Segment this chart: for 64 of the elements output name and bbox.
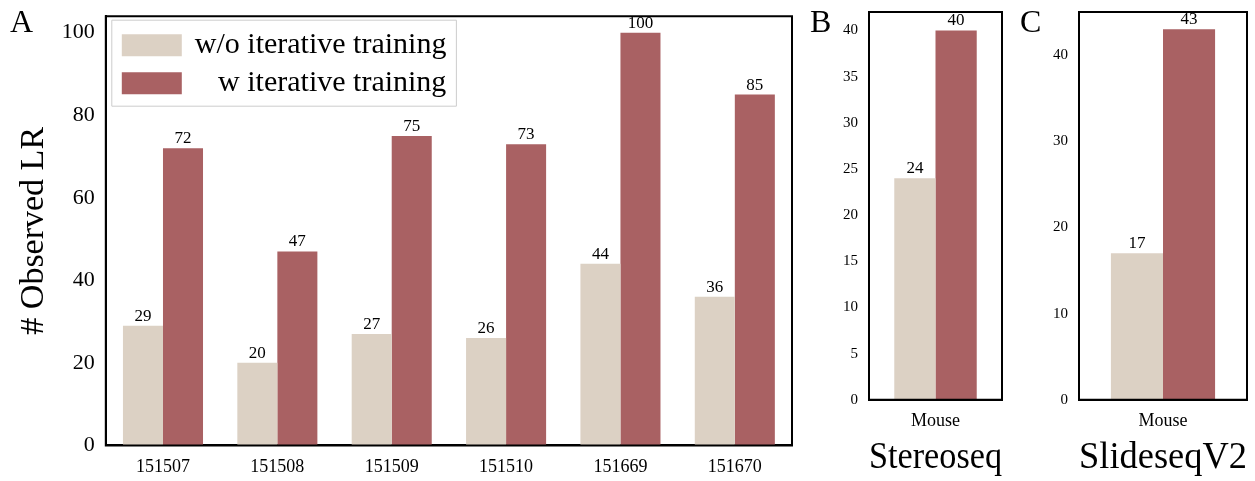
y-tick-label: 0 (1060, 390, 1068, 407)
data-label: 85 (746, 74, 764, 94)
x-tick-label: 151508 (250, 455, 305, 476)
data-label: 44 (591, 243, 610, 263)
bar (506, 144, 547, 446)
y-tick-label: 20 (72, 348, 95, 374)
y-tick-label: 40 (72, 266, 95, 292)
data-label: 75 (403, 115, 421, 135)
data-label: 20 (248, 342, 266, 362)
y-tick-label: 30 (843, 113, 858, 130)
y-tick-label: 20 (843, 206, 858, 223)
data-label: 24 (906, 158, 924, 178)
y-tick-label: 80 (72, 101, 95, 127)
y-tick-label: 60 (72, 183, 95, 209)
y-axis-title: # Observed LR (13, 126, 51, 335)
y-tick-label: 40 (843, 21, 858, 38)
y-tick-label: 30 (1053, 132, 1068, 149)
y-tick-label: 20 (1053, 218, 1068, 235)
bar (694, 296, 735, 446)
y-tick-label: 0 (83, 431, 95, 457)
y-tick-label: 40 (1053, 46, 1068, 63)
y-tick-label: 100 (61, 18, 95, 44)
bar (277, 251, 318, 446)
bar (466, 338, 507, 446)
data-label: 72 (174, 128, 192, 148)
y-tick-label: 35 (843, 67, 858, 84)
data-label: 40 (947, 10, 965, 30)
data-label: 29 (134, 305, 152, 325)
x-tick-label: 151507 (135, 455, 190, 476)
y-tick-label: 10 (1053, 304, 1068, 321)
x-tick-label: Mouse (1138, 410, 1188, 431)
x-axis-title: SlideseqV2 (1079, 434, 1247, 477)
bar (620, 32, 661, 446)
data-label: 36 (706, 276, 724, 296)
bar (237, 362, 278, 446)
bar (122, 325, 163, 446)
y-tick-label: 0 (850, 390, 858, 407)
x-axis-title: Stereoseq (869, 434, 1002, 477)
x-tick-label: Mouse (911, 410, 961, 431)
bar (580, 263, 621, 446)
bar (351, 333, 392, 446)
x-tick-label: 151669 (593, 455, 648, 476)
legend-label: w iterative training (218, 64, 447, 98)
bar (162, 148, 204, 446)
y-tick-label: 10 (843, 298, 858, 315)
bar (734, 94, 775, 446)
x-tick-label: 151509 (364, 455, 419, 476)
data-label: 17 (1128, 233, 1146, 253)
data-label: 43 (1180, 9, 1198, 29)
data-label: 27 (363, 313, 381, 333)
y-tick-label: 5 (850, 344, 858, 361)
data-label: 26 (477, 318, 495, 338)
data-label: 73 (517, 124, 535, 144)
y-tick-label: 25 (843, 159, 858, 176)
x-tick-label: 151510 (479, 455, 534, 476)
data-label: 100 (627, 12, 654, 32)
text: A (10, 3, 34, 40)
text: B (810, 3, 832, 40)
data-label: 47 (288, 231, 307, 251)
x-tick-label: 151670 (707, 455, 762, 476)
legend-label: w/o iterative training (194, 26, 447, 60)
bar (391, 135, 432, 446)
y-tick-label: 15 (843, 252, 858, 269)
text: C (1020, 3, 1042, 40)
